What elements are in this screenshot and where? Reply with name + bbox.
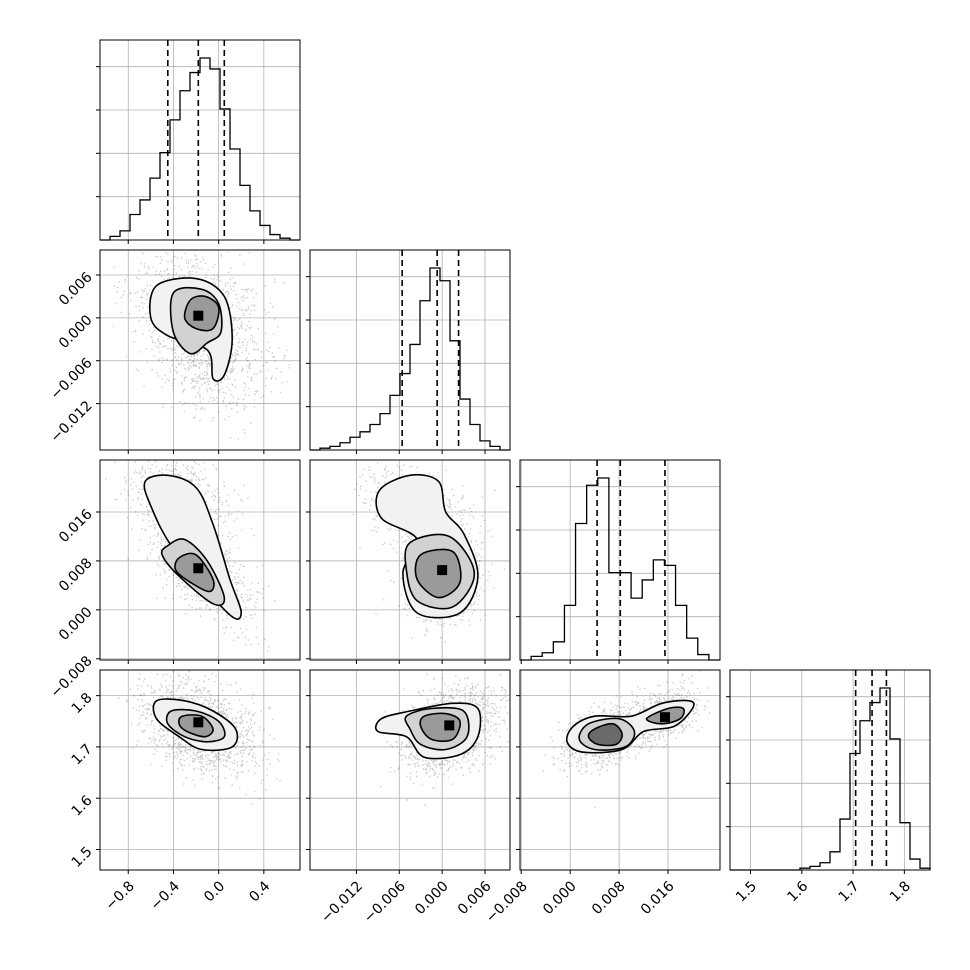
panel-frame [309, 249, 511, 451]
density-peak [193, 717, 204, 728]
x-tick-label: −0.4 [148, 878, 183, 913]
panel-content [310, 670, 510, 870]
y-tick-label: 0.008 [56, 555, 96, 595]
contour-level-3 [419, 712, 462, 742]
panel-bg [730, 670, 930, 870]
panel-content [100, 460, 300, 660]
pair-panel-3-2 [516, 669, 721, 874]
x-tick-label: 1.6 [784, 878, 811, 905]
x-tick-label: 1.8 [887, 878, 914, 905]
y-tick-label: 0.000 [56, 312, 96, 352]
panel-frame [309, 669, 511, 871]
panel-content [520, 670, 720, 870]
x-tick-label: 1.5 [733, 878, 760, 905]
histogram-steps [310, 267, 510, 451]
pair-panel-3-1 [306, 669, 511, 874]
hist-panel-0 [96, 39, 301, 244]
density-peak [659, 712, 670, 723]
pair-panel-2-1 [306, 459, 511, 664]
y-tick-label: 1.5 [69, 844, 96, 871]
x-tick-label: −0.006 [361, 878, 409, 926]
y-tick-label: −0.006 [48, 355, 96, 403]
panel-frame [309, 459, 511, 661]
histogram-steps [100, 57, 300, 241]
panel-frame [519, 669, 721, 871]
panel-bg [100, 40, 300, 240]
hist-panel-3 [726, 669, 931, 874]
x-tick-label: 0.0 [201, 878, 228, 905]
y-tick-label: −0.012 [48, 398, 96, 446]
density-peak [444, 720, 455, 731]
contour-level-4 [587, 722, 623, 747]
panels [96, 39, 931, 874]
panel-frame [519, 459, 721, 661]
x-tick-label: 0.4 [246, 878, 273, 905]
y-tick-label: 0.006 [56, 269, 96, 309]
panel-frame [99, 39, 301, 241]
density-peak [193, 310, 204, 321]
hist-panel-2 [516, 459, 721, 664]
y-tick-label: 0.016 [56, 506, 96, 546]
panel-bg [310, 670, 510, 870]
hist-panel-1 [306, 249, 511, 454]
panel-content [100, 670, 300, 870]
panel-frame [99, 669, 301, 871]
density-peak [437, 565, 448, 576]
x-tick-label: 0.000 [412, 878, 452, 918]
pair-panel-1-0 [96, 249, 301, 454]
x-tick-label: 0.000 [540, 878, 580, 918]
panel-bg [520, 670, 720, 870]
panel-frame [729, 669, 931, 871]
panel-content [100, 250, 300, 450]
x-tick-label: 1.7 [836, 878, 863, 905]
y-tick-label: 1.8 [69, 690, 96, 717]
density-peak [193, 563, 204, 574]
panel-content [310, 460, 510, 660]
panel-frame [99, 249, 301, 451]
y-tick-label: 1.7 [69, 741, 96, 768]
x-tick-label: −0.012 [318, 878, 366, 926]
panel-bg [100, 670, 300, 870]
y-tick-label: −0.008 [48, 653, 96, 701]
y-tick-label: 1.6 [69, 792, 96, 819]
y-tick-label: 0.000 [56, 604, 96, 644]
pair-panel-3-0 [96, 669, 301, 874]
panel-frame [99, 459, 301, 661]
x-tick-label: −0.8 [103, 878, 138, 913]
x-tick-label: 0.016 [638, 878, 678, 918]
x-tick-label: 0.008 [589, 878, 629, 918]
pair-panel-2-0 [96, 459, 301, 664]
